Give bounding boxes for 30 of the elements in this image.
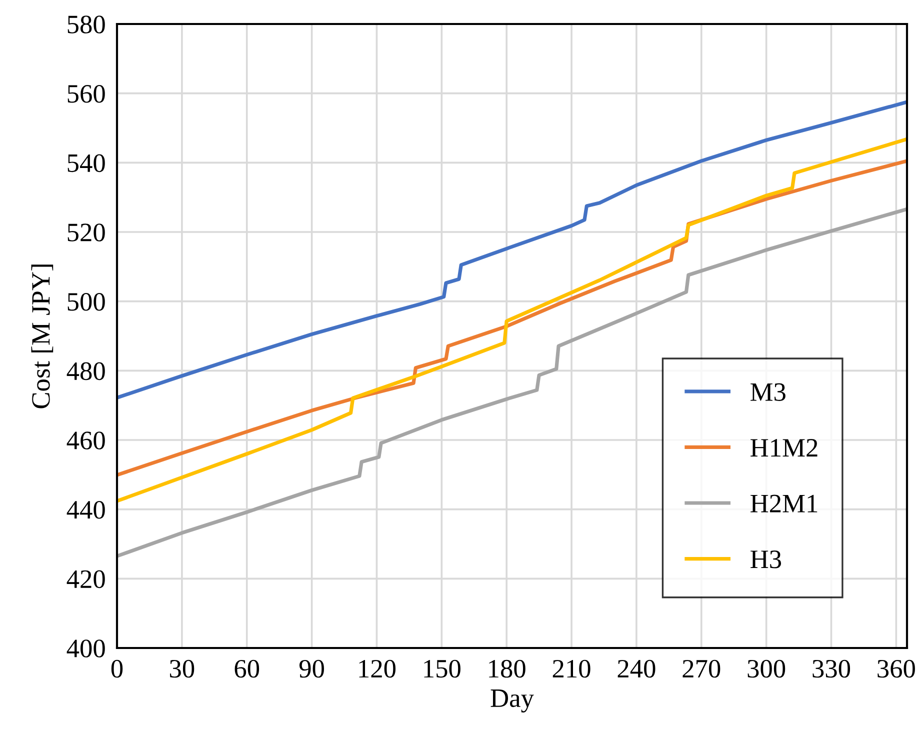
x-tick-label: 240 <box>618 660 656 678</box>
y-tick-label: 440 <box>66 500 105 519</box>
x-tick-label: 180 <box>489 660 526 678</box>
legend-label: M3 <box>750 383 786 401</box>
legend-label: H1M2 <box>750 439 818 456</box>
legend-label: H3 <box>750 550 782 568</box>
x-tick-label: 360 <box>878 660 915 678</box>
x-tick-label: 90 <box>299 660 324 678</box>
y-axis-title: Cost [M JPY] <box>31 264 54 408</box>
x-tick-label: 330 <box>812 660 850 678</box>
y-tick-label: 520 <box>68 224 105 242</box>
x-tick-label: 60 <box>234 660 260 678</box>
x-tick-label: 270 <box>682 660 720 678</box>
x-tick-label: 150 <box>424 660 460 678</box>
y-tick-label: 420 <box>66 570 105 588</box>
y-tick-label: 540 <box>68 154 105 172</box>
y-tick-label: 580 <box>68 16 105 34</box>
x-tick-label: 30 <box>170 660 194 678</box>
x-tick-label: 120 <box>359 660 396 678</box>
line-series <box>117 100 907 400</box>
x-tick-label: 300 <box>748 660 786 678</box>
y-tick-label: 480 <box>66 362 105 380</box>
legend-label: H2M1 <box>750 494 818 512</box>
x-axis-title: Day <box>490 690 534 713</box>
y-tick-label: 400 <box>66 640 105 658</box>
x-tick-label: 0 <box>111 660 123 678</box>
x-tick-label: 210 <box>552 660 590 678</box>
y-tick-label: 460 <box>66 432 105 450</box>
y-tick-label: 500 <box>68 292 105 311</box>
y-tick-label: 560 <box>68 84 105 103</box>
